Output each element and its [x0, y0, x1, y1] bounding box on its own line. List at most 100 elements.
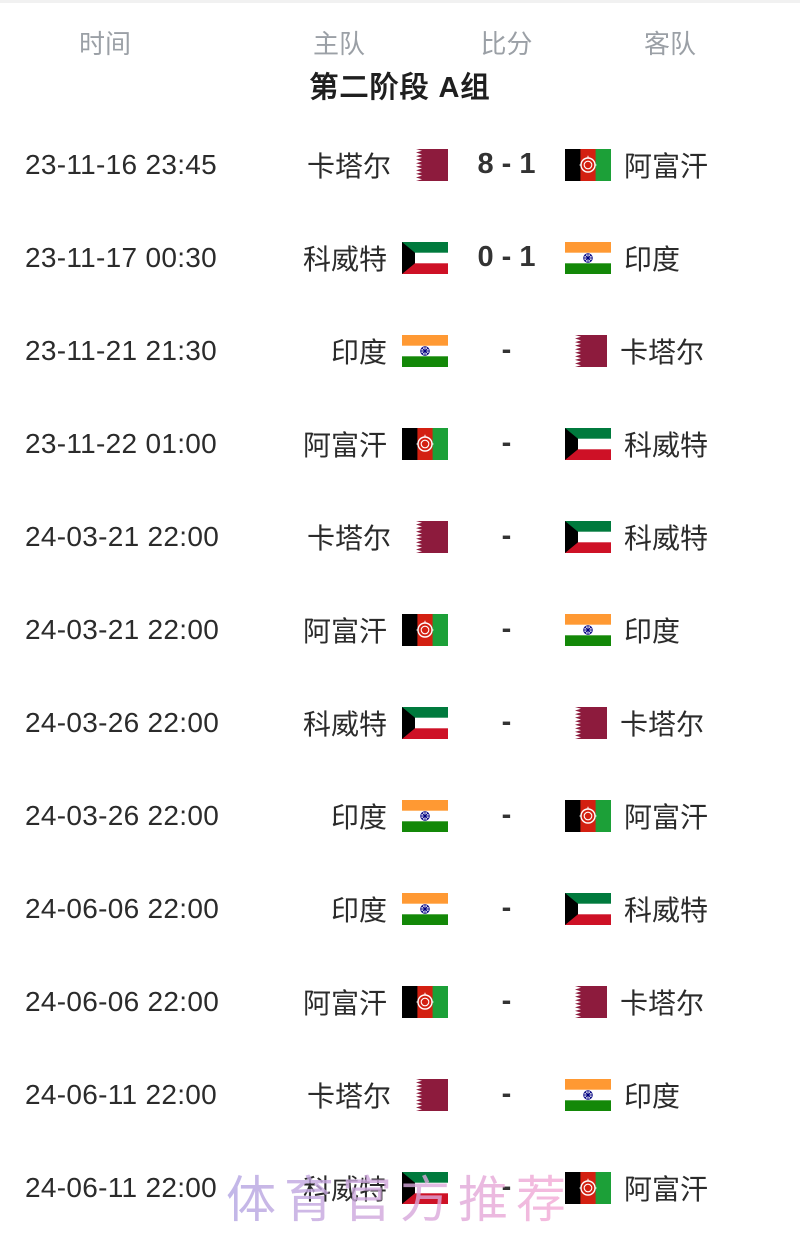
match-list: 23-11-16 23:45 卡塔尔 8 - 1 阿富汗 23-11-17 00…: [0, 118, 800, 1234]
india-flag-icon: [402, 334, 448, 367]
home-team-cell: 阿富汗: [250, 610, 448, 650]
away-team-cell: 印度: [565, 1075, 800, 1115]
away-team-cell: 卡塔尔: [565, 982, 800, 1022]
match-time: 24-03-26 22:00: [25, 799, 220, 831]
match-row[interactable]: 24-03-26 22:00 印度 - 阿富汗: [0, 769, 800, 862]
qatar-flag-icon: [406, 520, 448, 553]
match-row[interactable]: 24-03-21 22:00 阿富汗 - 印度: [0, 583, 800, 676]
away-team-name: 科威特: [624, 894, 709, 926]
match-score: -: [501, 427, 512, 459]
home-team-cell: 科威特: [250, 703, 448, 743]
away-team-name: 科威特: [624, 522, 709, 554]
match-time: 24-03-26 22:00: [25, 706, 220, 738]
india-flag-icon: [565, 613, 611, 646]
india-flag-icon: [565, 1078, 611, 1111]
india-flag-icon: [402, 892, 448, 925]
home-team-cell: 印度: [250, 889, 448, 929]
afghanistan-flag-icon: [565, 148, 611, 181]
home-team-cell: 阿富汗: [250, 424, 448, 464]
match-score: -: [501, 613, 512, 645]
away-team-cell: 科威特: [565, 517, 800, 557]
home-team-name: 印度: [330, 801, 387, 833]
afghanistan-flag-icon: [565, 799, 611, 832]
kuwait-flag-icon: [565, 520, 611, 553]
match-time: 23-11-17 00:30: [25, 241, 218, 273]
match-row[interactable]: 24-03-26 22:00 科威特 - 卡塔尔: [0, 676, 800, 769]
match-score: -: [501, 1171, 512, 1203]
home-team-name: 科威特: [302, 243, 387, 275]
header-score: 比分: [480, 29, 533, 59]
group-title: 第二阶段 A组: [309, 72, 491, 104]
home-team-cell: 印度: [250, 796, 448, 836]
away-team-name: 卡塔尔: [620, 336, 705, 368]
match-time: 24-06-06 22:00: [25, 985, 220, 1017]
match-score: -: [501, 334, 512, 366]
away-team-name: 阿富汗: [624, 150, 709, 182]
qatar-flag-icon: [406, 1078, 448, 1111]
home-team-name: 阿富汗: [302, 615, 387, 647]
away-team-name: 印度: [624, 243, 681, 275]
away-team-name: 卡塔尔: [620, 987, 705, 1019]
home-team-name: 科威特: [302, 708, 387, 740]
header-away: 客队: [643, 29, 696, 59]
kuwait-flag-icon: [565, 427, 611, 460]
home-team-name: 卡塔尔: [306, 1080, 391, 1112]
home-team-name: 阿富汗: [302, 429, 387, 461]
away-team-name: 阿富汗: [624, 1173, 709, 1205]
kuwait-flag-icon: [402, 241, 448, 274]
home-team-cell: 科威特: [250, 1168, 448, 1208]
away-team-cell: 阿富汗: [565, 796, 800, 836]
away-team-name: 印度: [624, 1080, 681, 1112]
match-row[interactable]: 24-03-21 22:00 卡塔尔 - 科威特: [0, 490, 800, 583]
match-row[interactable]: 23-11-22 01:00 阿富汗 - 科威特: [0, 397, 800, 490]
away-team-name: 卡塔尔: [620, 708, 705, 740]
qatar-flag-icon: [565, 334, 607, 367]
away-team-name: 印度: [624, 615, 681, 647]
home-team-name: 卡塔尔: [306, 522, 391, 554]
afghanistan-flag-icon: [565, 1171, 611, 1204]
home-team-name: 阿富汗: [302, 987, 387, 1019]
india-flag-icon: [565, 241, 611, 274]
home-team-cell: 卡塔尔: [250, 145, 448, 185]
match-score: -: [501, 799, 512, 831]
home-team-name: 印度: [330, 336, 387, 368]
away-team-name: 科威特: [624, 429, 709, 461]
match-row[interactable]: 24-06-06 22:00 阿富汗 - 卡塔尔: [0, 955, 800, 1048]
home-team-name: 科威特: [302, 1173, 387, 1205]
away-team-name: 阿富汗: [624, 801, 709, 833]
match-score: -: [501, 892, 512, 924]
match-score: -: [501, 520, 512, 552]
away-team-cell: 卡塔尔: [565, 331, 800, 371]
kuwait-flag-icon: [565, 892, 611, 925]
away-team-cell: 阿富汗: [565, 145, 800, 185]
match-row[interactable]: 24-06-11 22:00 卡塔尔 - 印度: [0, 1048, 800, 1141]
match-row[interactable]: 23-11-21 21:30 印度 - 卡塔尔: [0, 304, 800, 397]
qatar-flag-icon: [565, 985, 607, 1018]
home-team-name: 卡塔尔: [306, 150, 391, 182]
afghanistan-flag-icon: [402, 985, 448, 1018]
match-row[interactable]: 24-06-11 22:00 科威特 - 阿富汗: [0, 1141, 800, 1234]
match-score: -: [501, 706, 512, 738]
away-team-cell: 科威特: [565, 424, 800, 464]
match-row[interactable]: 23-11-17 00:30 科威特 0 - 1 印度: [0, 211, 800, 304]
match-time: 24-03-21 22:00: [25, 520, 220, 552]
match-score: -: [501, 1078, 512, 1110]
qatar-flag-icon: [565, 706, 607, 739]
india-flag-icon: [402, 799, 448, 832]
away-team-cell: 科威特: [565, 889, 800, 929]
match-row[interactable]: 23-11-16 23:45 卡塔尔 8 - 1 阿富汗: [0, 118, 800, 211]
home-team-cell: 阿富汗: [250, 982, 448, 1022]
qatar-flag-icon: [406, 148, 448, 181]
home-team-name: 印度: [330, 894, 387, 926]
afghanistan-flag-icon: [402, 613, 448, 646]
match-time: 24-06-11 22:00: [25, 1078, 218, 1110]
match-score: 0 - 1: [477, 241, 536, 273]
match-row[interactable]: 24-06-06 22:00 印度 - 科威特: [0, 862, 800, 955]
match-time: 23-11-22 01:00: [25, 427, 218, 459]
match-score: -: [501, 985, 512, 1017]
match-time: 24-06-11 22:00: [25, 1171, 218, 1203]
kuwait-flag-icon: [402, 706, 448, 739]
header-time: 时间: [78, 29, 131, 59]
table-header: 时间 主队 比分 客队: [0, 0, 800, 59]
